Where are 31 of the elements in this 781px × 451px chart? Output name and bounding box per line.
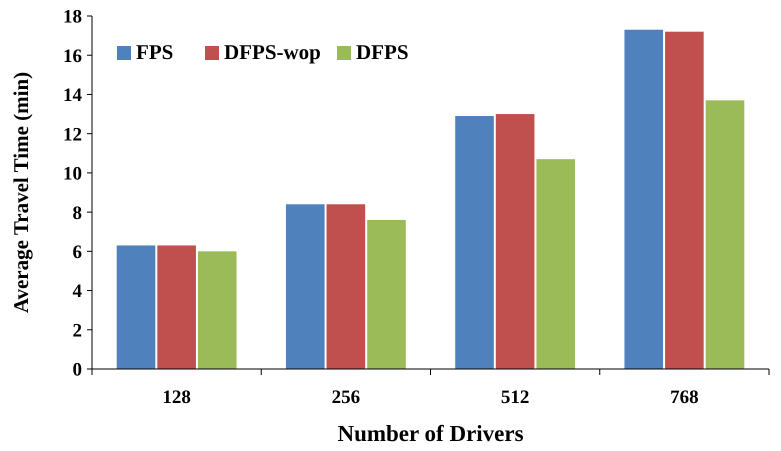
- x-axis-title: Number of Drivers: [337, 421, 524, 446]
- x-tick-label: 768: [670, 387, 699, 408]
- y-tick-label: 2: [72, 320, 82, 342]
- x-tick-label: 128: [162, 387, 191, 408]
- bar: [665, 32, 704, 369]
- bar: [157, 245, 196, 369]
- y-axis-title: Average Travel Time (min): [9, 72, 33, 314]
- bar: [116, 245, 156, 369]
- bar: [706, 100, 744, 369]
- legend-label: DFPS-wop: [224, 40, 321, 64]
- bar: [367, 220, 406, 369]
- y-tick-label: 0: [72, 360, 82, 381]
- y-tick-label: 10: [63, 164, 82, 185]
- legend-label: DFPS: [356, 40, 408, 64]
- x-tick-label: 256: [332, 387, 360, 408]
- bar: [624, 30, 664, 369]
- y-tick-label: 14: [63, 85, 82, 106]
- y-tick-label: 6: [72, 242, 82, 263]
- y-tick-label: 18: [63, 6, 82, 28]
- bar: [326, 204, 366, 369]
- legend-label: FPS: [136, 40, 174, 64]
- bar: [455, 116, 494, 369]
- y-tick-label: 12: [63, 124, 82, 146]
- x-tick-label: 512: [500, 387, 530, 408]
- y-tick-label: 8: [72, 202, 82, 224]
- y-tick-label: 4: [72, 281, 82, 302]
- bar: [496, 114, 534, 369]
- bar: [536, 159, 576, 369]
- bar: [198, 251, 237, 369]
- bar: [286, 204, 325, 369]
- y-tick-label: 16: [63, 46, 82, 67]
